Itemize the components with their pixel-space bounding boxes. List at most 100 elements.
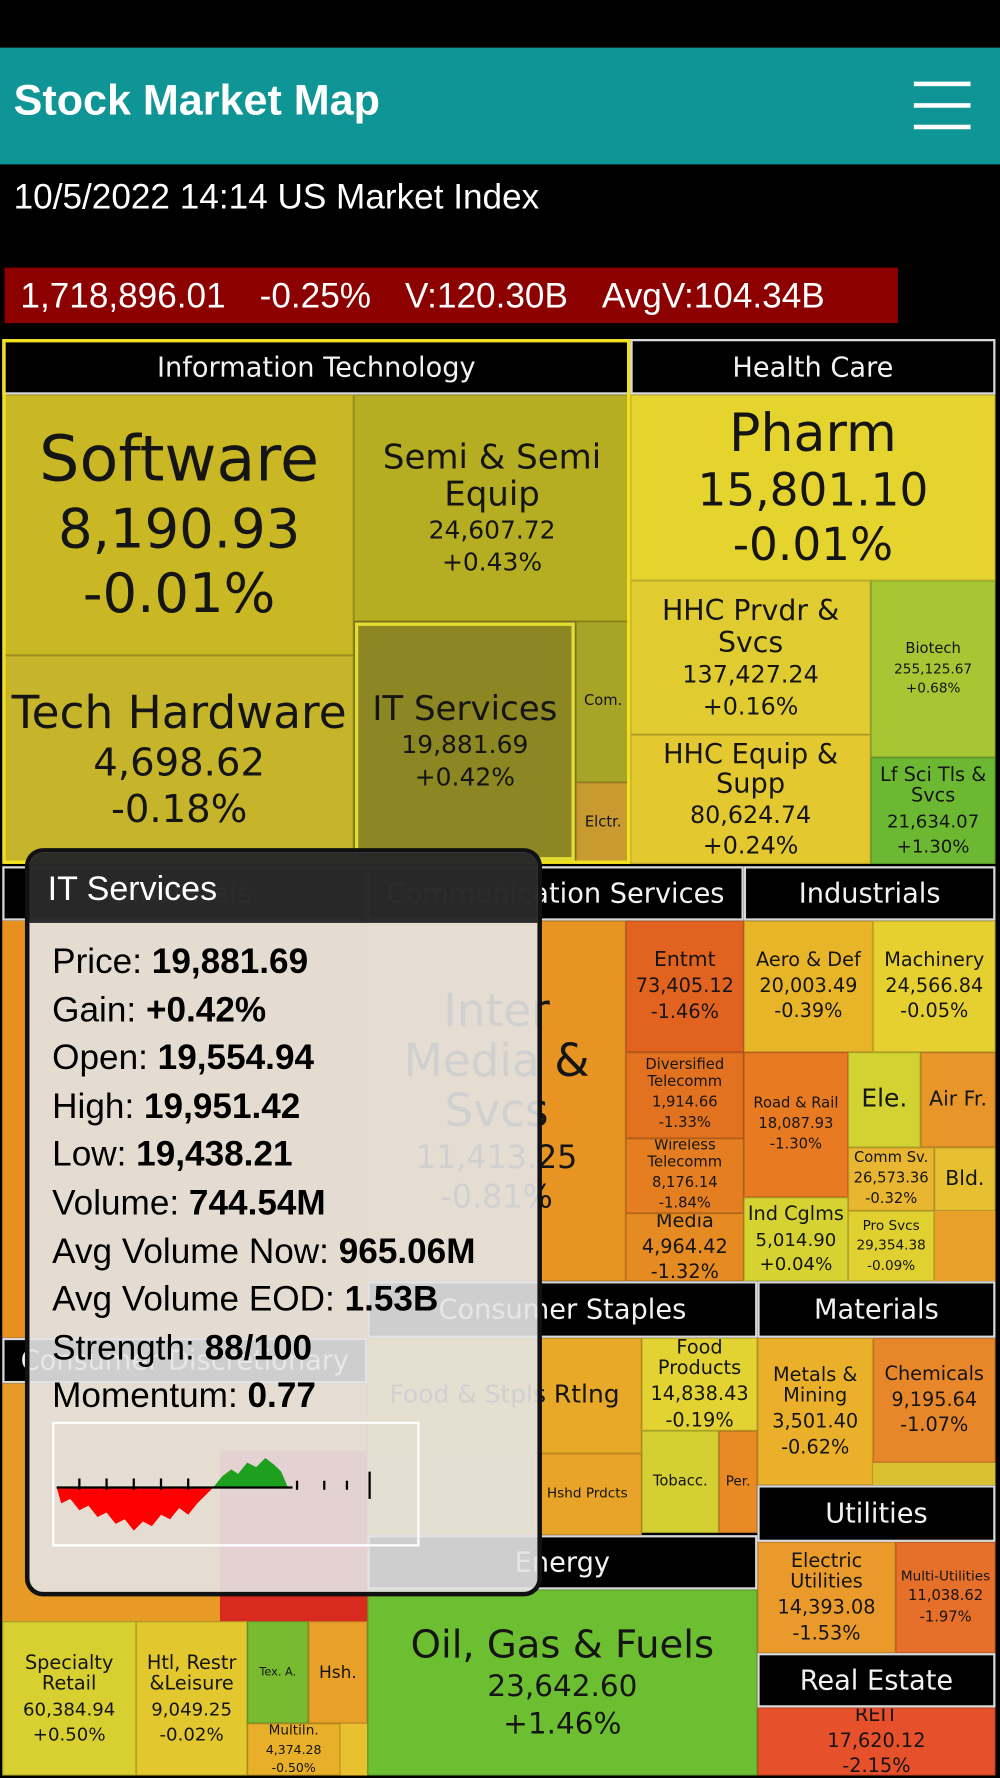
cell-label: Per.	[725, 1473, 751, 1490]
tooltip-row: Low: 19,438.21	[52, 1134, 292, 1175]
treemap-cell: Com.	[575, 621, 631, 783]
cell-price: 20,003.49	[759, 974, 858, 998]
cell-price: 60,384.94	[22, 1698, 116, 1721]
cell-price: 8,190.93	[57, 497, 301, 562]
row-value: 19,951.42	[143, 1085, 301, 1126]
treemap-cell: Multiln. 4,374.28 -0.50%	[247, 1723, 341, 1776]
treemap-cell: IT Services 19,881.69 +0.42%	[353, 621, 576, 862]
row-value: 0.77	[247, 1375, 316, 1416]
cell-change: -2.15%	[842, 1755, 911, 1776]
cell-change: +0.16%	[702, 692, 799, 720]
cell-label: Ele.	[861, 1084, 908, 1114]
cell-label: Bld.	[945, 1166, 985, 1191]
treemap-cell: Semi & Semi Equip 24,607.72 +0.43%	[353, 394, 631, 622]
cell-label: Road & Rail	[753, 1094, 839, 1112]
cell-label: Pro Svcs	[862, 1217, 920, 1234]
cell-change: -1.30%	[769, 1136, 822, 1154]
cell-label: Software	[39, 423, 320, 498]
sector-header: Materials	[757, 1281, 996, 1338]
row-value: 19,881.69	[151, 941, 309, 981]
cell-change: -1.07%	[900, 1414, 969, 1437]
cell-label: Wireless Telecomm	[647, 1138, 723, 1171]
treemap-cell: HHC Equip & Supp 80,624.74 +0.24%	[630, 734, 871, 864]
treemap-cell: Biotech 255,125.67 +0.68%	[870, 580, 996, 758]
sector-header: Health Care	[630, 339, 996, 395]
treemap-cell: Machinery 24,566.84 -0.05%	[873, 920, 996, 1053]
cell-price: 14,393.08	[777, 1596, 876, 1620]
tooltip-row: Avg Volume Now: 965.06M	[52, 1231, 475, 1272]
treemap-cell: Aero & Def 20,003.49 -0.39%	[743, 920, 874, 1053]
tooltip-row: Price: 19,881.69	[52, 941, 308, 982]
cell-change: -0.18%	[110, 786, 248, 833]
row-label: High:	[52, 1085, 135, 1126]
cell-label: REIT	[854, 1707, 898, 1727]
row-value: +0.42%	[145, 989, 267, 1030]
row-label: Avg Volume Now:	[52, 1230, 329, 1271]
cell-label: Aero & Def	[756, 948, 861, 972]
cell-label: Food Products	[657, 1337, 742, 1381]
treemap-cell: Multi-Utilities 11,038.62 -1.97%	[895, 1541, 996, 1654]
cell-price: 255,125.67	[894, 660, 973, 677]
cell-label: Metals & Mining	[772, 1363, 858, 1408]
cell-label: Com.	[583, 692, 623, 710]
sector-outline	[2, 339, 631, 864]
cell-label: IT Services	[372, 689, 558, 730]
cell-change: -1.46%	[650, 1001, 719, 1024]
treemap-cell: Lf Sci Tls & Svcs 21,634.07 +1.30%	[870, 757, 996, 864]
tooltip-title: IT Services	[47, 870, 218, 909]
cell-change: -1.33%	[658, 1114, 711, 1132]
sector-header: Information Technology	[2, 339, 631, 395]
cell-change: -0.01%	[732, 519, 894, 572]
cell-label: Biotech	[905, 640, 961, 658]
cell-label: HHC Equip & Supp	[663, 737, 839, 800]
cell-label: Semi & Semi Equip	[382, 437, 602, 515]
cell-label: Entmt	[653, 948, 716, 973]
cell-change: +0.42%	[414, 763, 515, 792]
cell-price: 9,195.64	[891, 1388, 978, 1412]
cell-change: +0.68%	[905, 680, 961, 697]
cell-label: Tobacc.	[652, 1472, 708, 1490]
treemap-cell: Electric Utilities 14,393.08 -1.53%	[757, 1541, 896, 1654]
treemap-cell: Pro Svcs 29,354.38 -0.09%	[848, 1210, 935, 1282]
block	[934, 1210, 996, 1282]
cell-change: -0.62%	[781, 1436, 850, 1459]
treemap-cell: Ind Cglms 5,014.90 +0.04%	[743, 1197, 849, 1282]
cell-change: -0.39%	[774, 1000, 843, 1024]
row-label: Open:	[52, 1037, 148, 1078]
index-change: -0.25%	[259, 274, 372, 315]
row-value: 744.54M	[188, 1182, 326, 1223]
cell-change: -1.53%	[792, 1622, 861, 1645]
cell-price: 137,427.24	[682, 661, 819, 689]
cell-change: -0.02%	[159, 1723, 224, 1745]
treemap-cell: Comm Sv. 26,573.36 -0.32%	[848, 1147, 935, 1211]
cell-label: Specialty Retail	[24, 1651, 114, 1696]
cell-change: -0.05%	[900, 1000, 969, 1024]
cell-label: HHC Prvdr & Svcs	[661, 594, 840, 659]
treemap-cell: Htl, Restr &Leisure 9,049.25 -0.02%	[136, 1621, 248, 1776]
cell-label: Chemicals	[884, 1362, 984, 1386]
cell-change: -0.19%	[665, 1408, 734, 1431]
sparkline	[52, 1421, 420, 1547]
treemap-cell: Tech Hardware 4,698.62 -0.18%	[4, 655, 354, 864]
tooltip: IT Services Price: 19,881.69 Gain: +0.42%…	[24, 848, 542, 1597]
menu-button[interactable]	[913, 81, 971, 130]
cell-label: Air Fr.	[929, 1087, 987, 1112]
cell-change: +0.43%	[441, 548, 543, 578]
cell-price: 18,087.93	[758, 1115, 834, 1133]
cell-label: Tech Hardware	[11, 686, 347, 739]
row-label: Momentum:	[52, 1375, 238, 1416]
row-value: 19,554.94	[157, 1037, 315, 1078]
cell-label: Tex. A.	[259, 1666, 297, 1679]
cell-change: -0.09%	[867, 1256, 916, 1273]
cell-price: 1,914.66	[651, 1094, 718, 1112]
cell-price: 21,634.07	[886, 810, 980, 833]
cell-change: +0.24%	[702, 832, 799, 860]
cell-change: +1.46%	[503, 1707, 622, 1742]
cell-change: -1.84%	[658, 1195, 711, 1213]
index-value: 1,718,896.01	[20, 274, 226, 315]
cell-label: Hshd Prdcts	[546, 1485, 628, 1502]
cell-label: Htl, Restr &Leisure	[146, 1651, 237, 1696]
block	[340, 1723, 368, 1776]
treemap-cell: Road & Rail 18,087.93 -1.30%	[743, 1052, 849, 1198]
